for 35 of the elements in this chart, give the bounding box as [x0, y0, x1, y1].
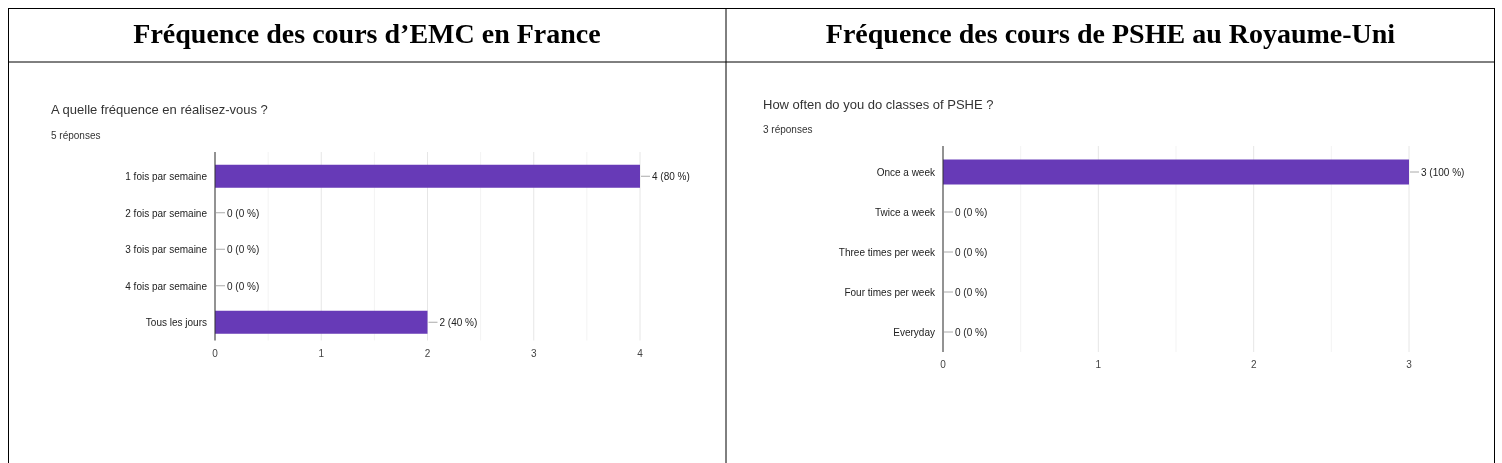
x-tick-label: 3	[530, 347, 537, 359]
text: 3 réponses	[763, 124, 813, 135]
data-label: 0 (0 %)	[955, 247, 988, 258]
chart-title: Fréquence des cours de PSHE au Royaume-Uni	[825, 18, 1396, 49]
y-tick-label: 2 fois par semaine	[125, 207, 208, 219]
x-tick-label: 4	[637, 347, 644, 359]
chart-title: Fréquence des cours d’EMC en France	[133, 18, 601, 49]
y-tick-label: Twice a week	[874, 207, 936, 218]
data-label: 2 (40 %)	[439, 317, 478, 329]
y-tick-label: 4 fois par semaine	[125, 280, 208, 292]
data-label: 0 (0 %)	[227, 244, 260, 256]
x-tick-label: 2	[1250, 359, 1257, 370]
x-tick-label: 2	[424, 347, 431, 359]
x-tick-label: 1	[1095, 359, 1102, 370]
data-label: 3 (100 %)	[1421, 167, 1465, 178]
data-label: 0 (0 %)	[955, 327, 988, 338]
data-label: 0 (0 %)	[227, 280, 260, 292]
text: 5 réponses	[51, 130, 101, 141]
y-tick-label: Everyday	[893, 327, 935, 338]
y-tick-label: Four times per week	[844, 287, 936, 298]
x-tick-label: 0	[212, 347, 219, 359]
x-tick-label: 0	[940, 359, 947, 370]
y-tick-label: 3 fois par semaine	[125, 244, 208, 256]
x-tick-label: 1	[318, 347, 325, 359]
y-tick-label: 1 fois par semaine	[125, 171, 208, 183]
data-label: 0 (0 %)	[955, 207, 988, 218]
data-label: 0 (0 %)	[955, 287, 988, 298]
y-tick-label: Once a week	[876, 167, 936, 178]
chart-subtitle: How often do you do classes of PSHE ?	[763, 97, 994, 112]
data-label: 4 (80 %)	[652, 171, 690, 183]
y-tick-label: Tous les jours	[145, 317, 207, 329]
y-tick-label: Three times per week	[838, 247, 936, 258]
chart-subtitle: A quelle fréquence en réalisez-vous ?	[51, 102, 268, 117]
data-label: 0 (0 %)	[227, 207, 260, 219]
x-tick-label: 3	[1406, 359, 1413, 370]
